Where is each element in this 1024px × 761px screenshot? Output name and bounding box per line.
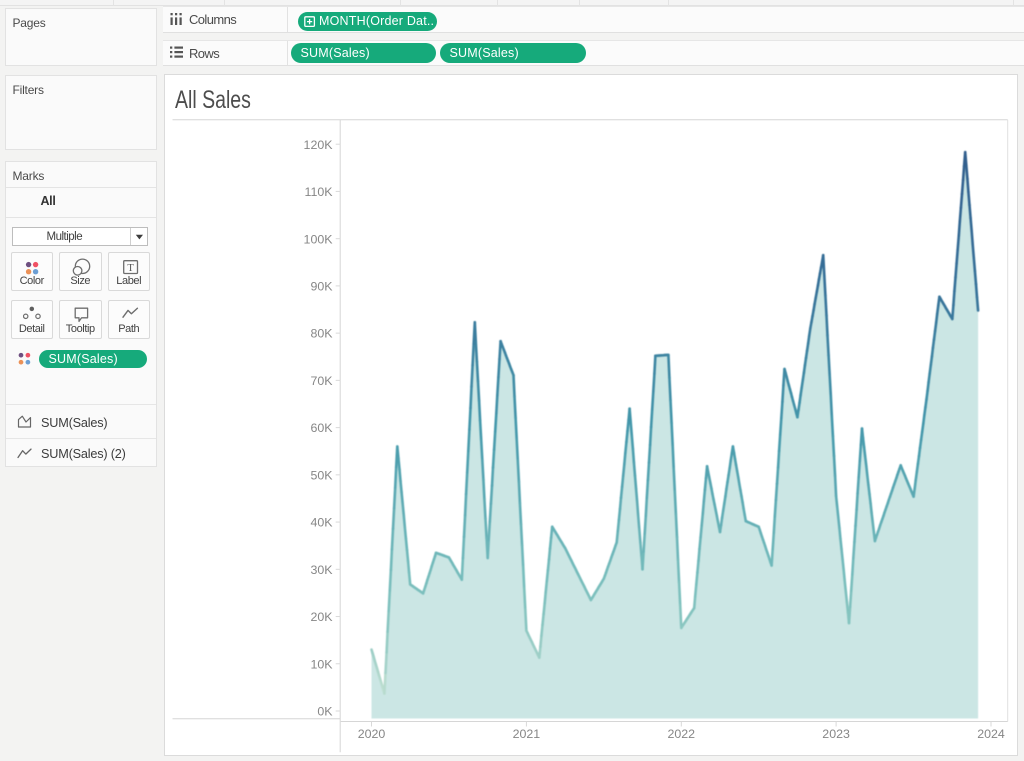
- svg-text:T: T: [127, 262, 134, 273]
- svg-text:2022: 2022: [668, 727, 696, 741]
- svg-text:2020: 2020: [358, 727, 386, 741]
- svg-text:50K: 50K: [310, 468, 333, 482]
- svg-text:2024: 2024: [977, 727, 1005, 741]
- svg-text:120K: 120K: [304, 138, 334, 152]
- svg-text:60K: 60K: [310, 421, 333, 435]
- svg-text:30K: 30K: [310, 563, 333, 577]
- svg-text:40K: 40K: [310, 516, 333, 530]
- svg-text:110K: 110K: [304, 185, 333, 199]
- svg-text:70K: 70K: [310, 374, 333, 388]
- svg-text:2021: 2021: [513, 727, 541, 741]
- svg-text:80K: 80K: [310, 327, 333, 341]
- svg-text:10K: 10K: [310, 657, 333, 671]
- svg-text:90K: 90K: [310, 280, 333, 294]
- svg-text:0K: 0K: [317, 705, 333, 719]
- svg-text:20K: 20K: [310, 610, 333, 624]
- svg-text:2023: 2023: [822, 727, 850, 741]
- svg-text:100K: 100K: [304, 232, 334, 246]
